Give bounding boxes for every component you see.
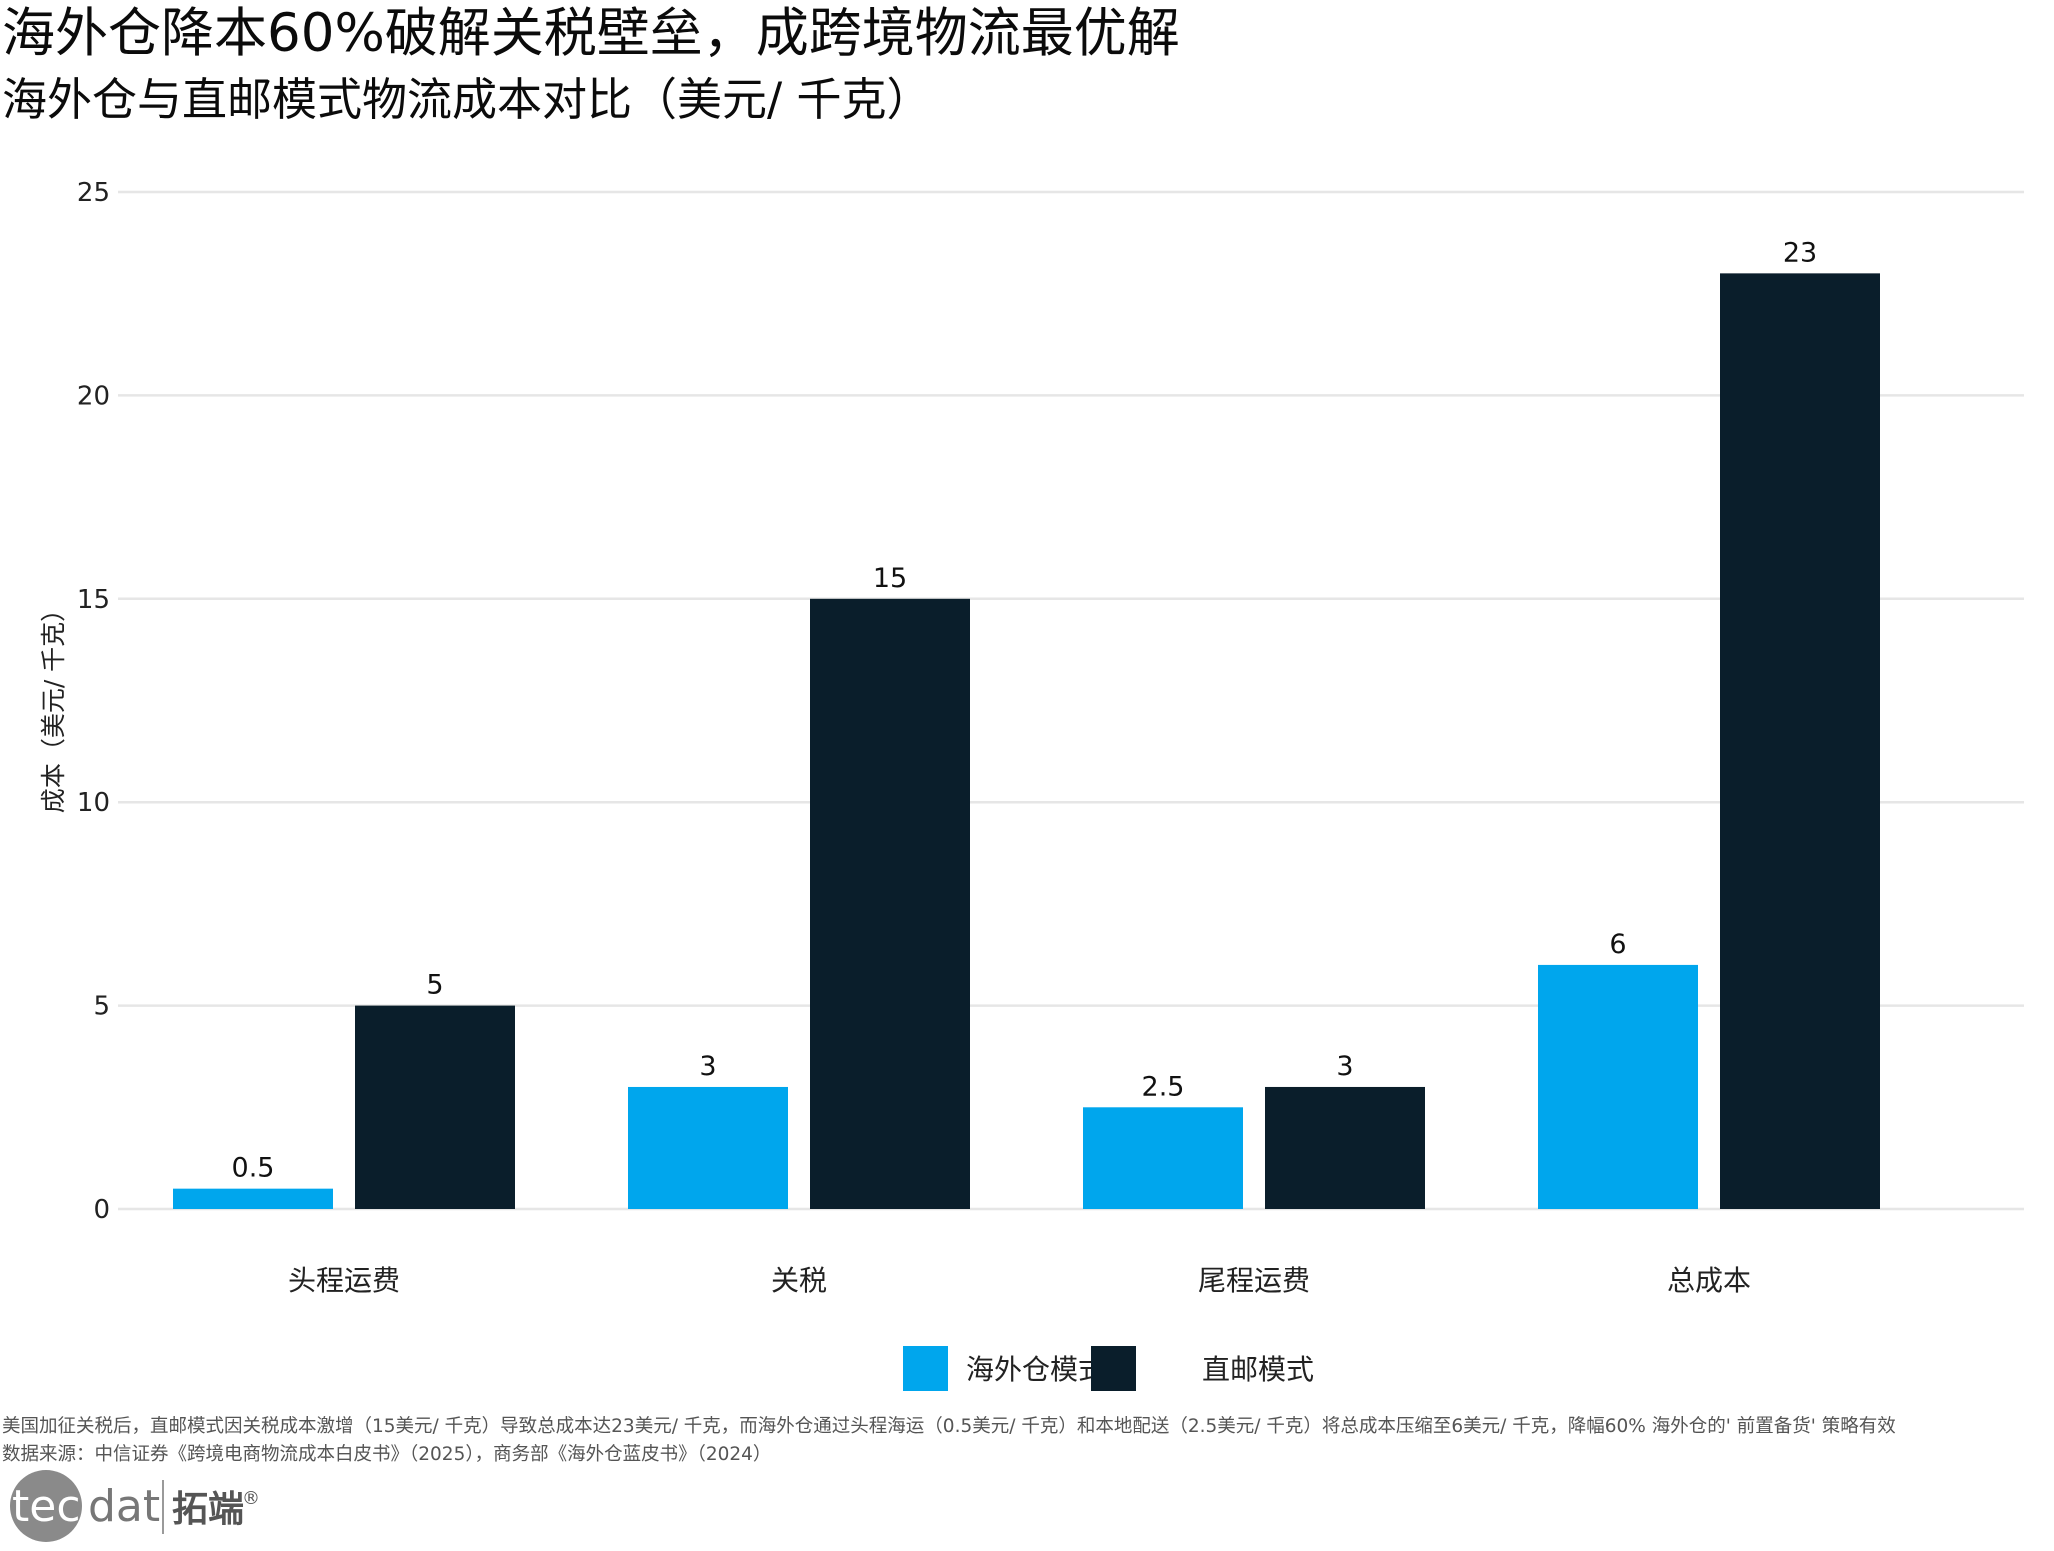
y-tick-label: 5 [93,992,110,1022]
x-tick-label: 尾程运费 [1198,1264,1310,1297]
y-tick-label: 0 [93,1195,110,1225]
data-label: 3 [1336,1051,1353,1082]
logo-divider [162,1480,164,1534]
legend: 海外仓模式 直邮模式 [903,1346,1314,1391]
logo-registered-mark: ® [242,1488,260,1509]
bar [1265,1086,1425,1209]
y-tick-label: 15 [77,585,110,615]
bar [1720,273,1880,1209]
footnote: 美国加征关税后，直邮模式因关税成本激增（15美元/ 千克）导致总成本达23美元/… [2,1416,1896,1437]
bar [810,598,970,1209]
logo-brand-latin-suffix: dat [88,1481,160,1532]
bar [628,1086,788,1209]
x-tick-label: 关税 [771,1264,827,1297]
chart-title: 海外仓降本60%破解关税壁垒，成跨境物流最优解 [2,3,1180,64]
data-label: 3 [699,1051,716,1082]
logo-circle-icon [10,1470,82,1542]
y-tick-label: 10 [77,788,110,818]
data-label: 6 [1609,929,1626,960]
y-axis-label: 成本（美元/ 千克） [39,597,68,813]
data-label: 23 [1783,237,1817,268]
legend-label: 直邮模式 [1202,1353,1314,1386]
y-axis-ticks: 0 5 10 15 20 25 [77,178,110,1225]
chart-subtitle: 海外仓与直邮模式物流成本对比（美元/ 千克） [2,73,932,126]
logo-brand-latin-prefix: tec [12,1481,81,1532]
x-tick-label: 头程运费 [288,1264,400,1297]
data-source: 数据来源：中信证券《跨境电商物流成本白皮书》（2025），商务部《海外仓蓝皮书》… [2,1444,772,1465]
tecdat-logo: tec dat 拓端 ® [10,1470,260,1542]
legend-label: 海外仓模式 [966,1353,1106,1386]
data-label: 15 [873,563,907,594]
bar [1538,964,1698,1209]
data-labels: 0.5 5 3 15 2.5 3 6 23 [232,237,1818,1183]
x-axis-ticks: 头程运费 关税 尾程运费 总成本 [288,1264,1751,1297]
y-tick-label: 25 [77,178,110,208]
bar [355,1005,515,1209]
bar [1083,1107,1243,1209]
x-tick-label: 总成本 [1667,1264,1751,1297]
bar [173,1188,333,1209]
legend-swatch [903,1346,948,1391]
legend-swatch [1091,1346,1136,1391]
data-label: 5 [426,970,443,1001]
bars [173,273,1880,1209]
data-label: 2.5 [1142,1071,1185,1102]
data-label: 0.5 [232,1153,275,1184]
y-tick-label: 20 [77,381,110,411]
logo-brand-cn: 拓端 [172,1489,244,1530]
